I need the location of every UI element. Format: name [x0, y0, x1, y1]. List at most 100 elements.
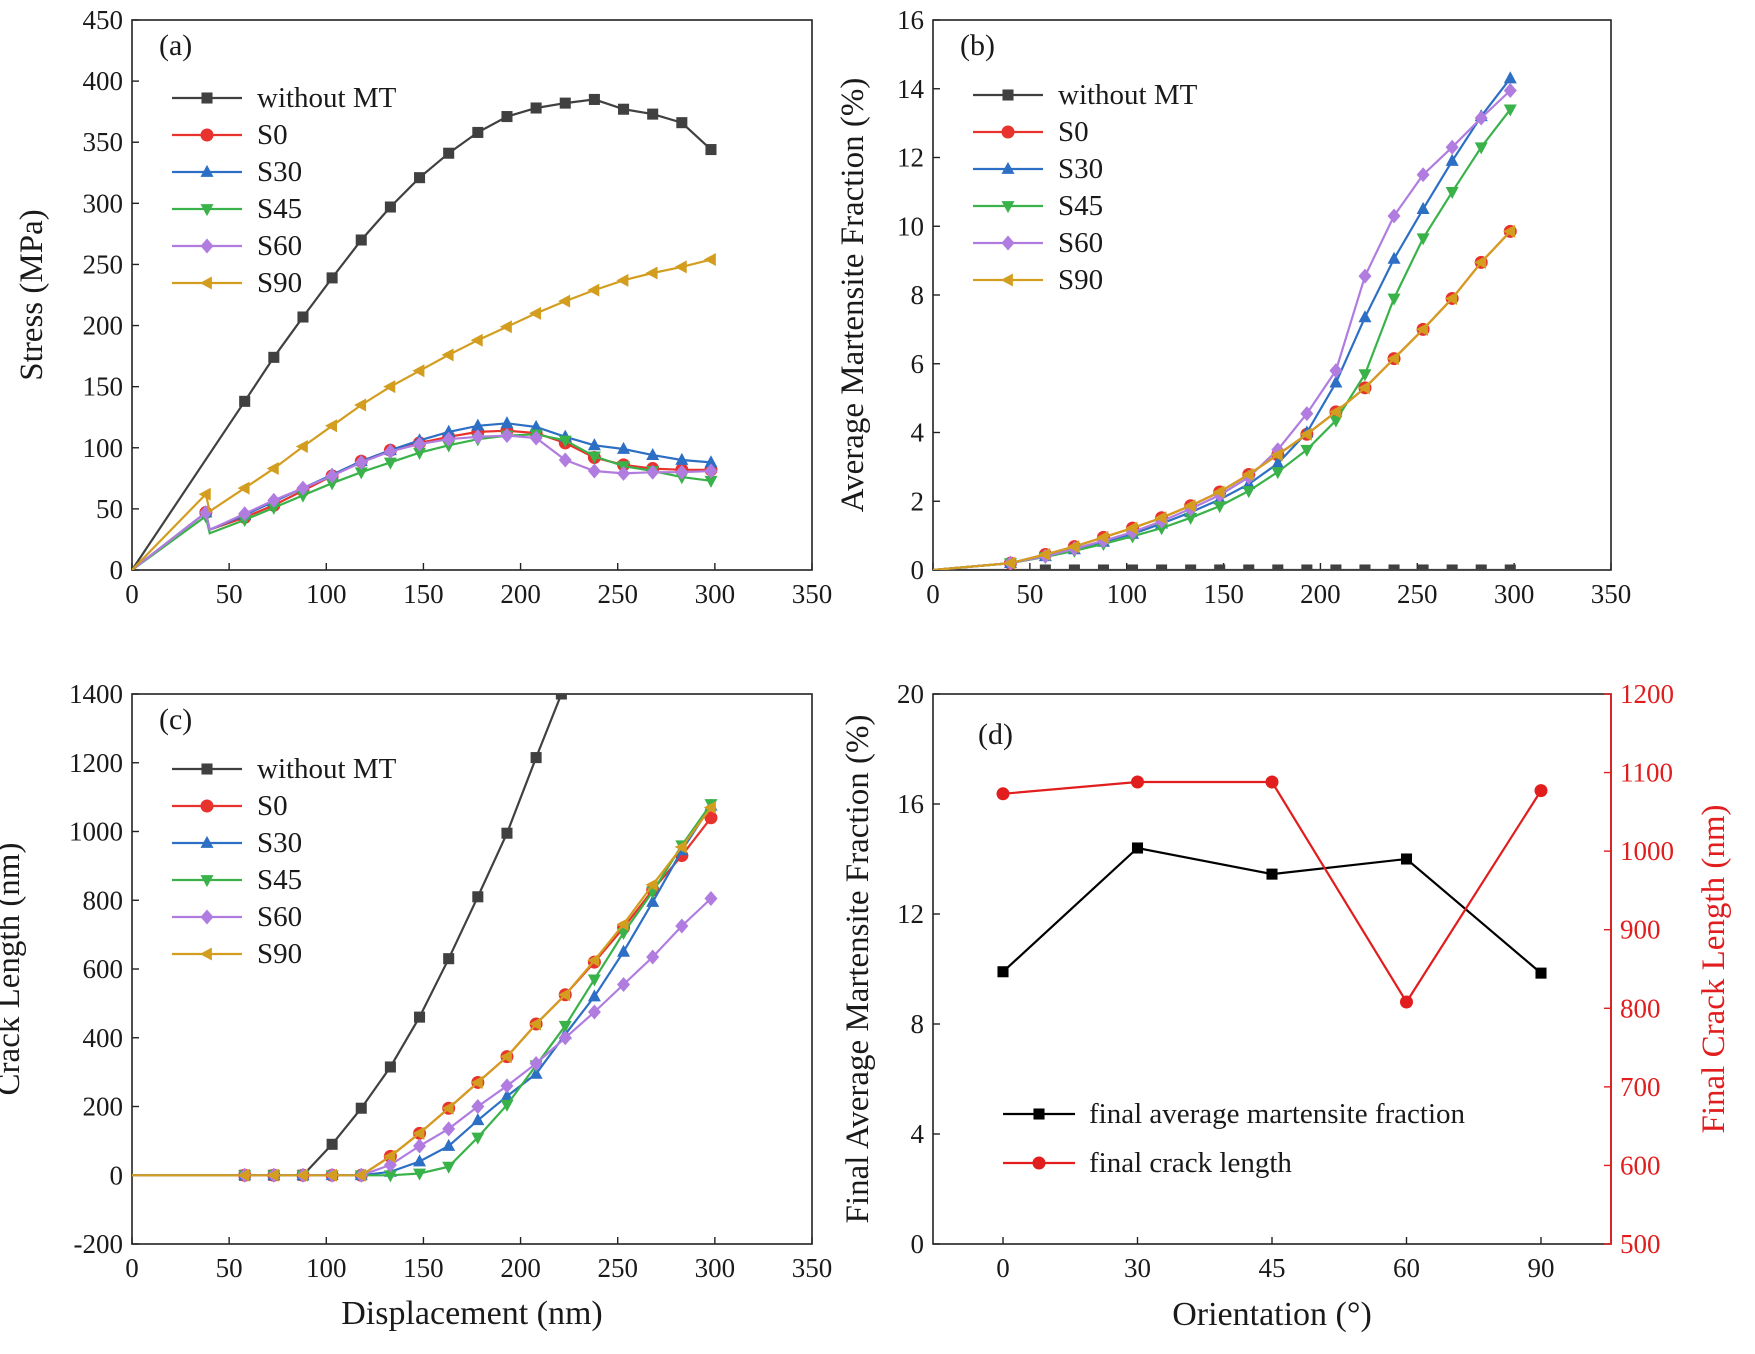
data-point-without-mt [1301, 564, 1313, 570]
data-point-s90 [1154, 511, 1167, 525]
data-point-s60 [1445, 139, 1459, 155]
y-tick-label: 0 [110, 555, 124, 585]
y-axis-label: Stress (MPa) [14, 209, 50, 380]
data-point-s90 [703, 800, 716, 814]
y-tick-label: 10 [897, 211, 924, 241]
data-point-s90 [674, 260, 687, 274]
y-axis-label: Final Average Martensite Fraction (%) [840, 715, 876, 1224]
series-group [933, 71, 1517, 570]
x-tick-label: 250 [597, 1253, 638, 1283]
data-point-s90 [383, 380, 396, 394]
data-point-s60 [442, 1121, 456, 1137]
data-point-without-mt [414, 1011, 426, 1023]
data-point-without-mt [326, 272, 338, 284]
data-point-final-crack-length [1400, 995, 1413, 1009]
y-tick-label: 100 [83, 433, 124, 463]
x-tick-label: 100 [306, 579, 347, 609]
legend-label-s90: S90 [257, 938, 302, 970]
data-point-s45 [383, 457, 397, 470]
data-point-s60 [675, 918, 689, 934]
y-tick-label: 8 [911, 280, 925, 310]
data-point-s45 [704, 475, 718, 488]
x-tick-label: 50 [1016, 579, 1043, 609]
right-y-tick-label: 600 [1620, 1150, 1661, 1180]
x-tick-label: 300 [695, 1253, 736, 1283]
legend-marker-without-mt [201, 92, 213, 104]
data-point-s90 [703, 253, 716, 267]
data-point-s60 [296, 480, 310, 496]
data-point-s90 [1125, 521, 1138, 535]
data-point-s45 [587, 974, 601, 987]
data-point-s60 [646, 464, 660, 480]
right-y-tick-label: 800 [1620, 993, 1661, 1023]
legend-marker-s45 [200, 875, 214, 888]
legend-marker-s60 [1001, 235, 1015, 251]
data-point-s90 [1212, 485, 1225, 499]
legend-label-s90: S90 [257, 267, 302, 299]
data-point-s90 [1003, 556, 1016, 570]
data-point-s90 [1474, 255, 1487, 269]
data-point-s60 [238, 506, 252, 522]
data-point-s45 [1271, 467, 1285, 480]
legend-marker-s60 [200, 909, 214, 925]
data-point-s60 [558, 452, 572, 468]
data-point-s45 [558, 435, 572, 448]
y-tick-label: 800 [83, 885, 124, 915]
data-point-s45 [325, 478, 339, 491]
legend-label-s30: S30 [257, 156, 302, 188]
data-point-s0 [704, 811, 718, 825]
data-point-s30 [675, 452, 689, 465]
data-point-s30 [442, 1138, 456, 1151]
legend-label-s0: S0 [257, 119, 288, 151]
panel-label: (b) [960, 29, 995, 62]
data-point-s60 [413, 436, 427, 452]
data-point-s30 [617, 944, 631, 957]
data-point-s90 [1038, 548, 1051, 562]
data-point-s45 [413, 447, 427, 460]
y-tick-label: 200 [83, 311, 124, 341]
y-tick-label: 300 [83, 188, 124, 218]
data-point-s60 [1387, 208, 1401, 224]
data-point-without-mt [1475, 564, 1487, 570]
data-point-s60 [529, 430, 543, 446]
data-point-s30 [1445, 153, 1459, 166]
x-tick-label: 350 [792, 1253, 833, 1283]
legend-marker-s45 [1001, 201, 1015, 214]
data-point-s90 [1067, 540, 1080, 554]
data-point-final-average-martensite-fraction [997, 966, 1009, 978]
data-point-without-mt [1504, 564, 1516, 570]
panel-label: (a) [159, 29, 192, 62]
y-tick-label: -200 [74, 1229, 124, 1259]
data-point-s30 [587, 438, 601, 451]
data-point-s45 [442, 1161, 456, 1174]
right-y-tick-label: 1100 [1620, 758, 1673, 788]
data-point-without-mt [1388, 564, 1400, 570]
data-point-without-mt [239, 395, 251, 407]
data-point-s60 [383, 443, 397, 459]
y-axis-label: Crack Length (nm) [0, 843, 27, 1096]
data-point-final-average-martensite-fraction [1131, 842, 1144, 854]
legend-marker-s30 [200, 835, 214, 848]
data-point-s90 [1357, 381, 1370, 395]
data-point-without-mt [501, 827, 513, 839]
legend-label-without-mt: without MT [257, 82, 397, 114]
data-point-final-average-martensite-fraction [1266, 868, 1278, 880]
data-point-s90 [441, 1101, 454, 1115]
data-point-s90 [528, 306, 541, 320]
data-point-s90 [1183, 499, 1196, 513]
data-point-s45 [1213, 501, 1227, 514]
data-point-s45 [413, 1168, 427, 1181]
data-point-s30 [413, 1154, 427, 1167]
y-tick-label: 0 [911, 1229, 925, 1259]
data-point-final-average-martensite-fraction [1400, 853, 1413, 865]
y-tick-label: 16 [897, 789, 924, 819]
x-axis-label: Orientation (°) [1172, 1296, 1372, 1333]
data-point-s90 [198, 487, 211, 501]
right-y-tick-label: 900 [1620, 915, 1661, 945]
data-point-s90 [499, 1050, 512, 1064]
legend-marker-without-mt [1002, 89, 1014, 101]
data-point-s60 [471, 429, 485, 445]
data-point-without-mt [1359, 564, 1371, 570]
data-point-s60 [325, 468, 339, 484]
data-point-s45 [1358, 369, 1372, 382]
